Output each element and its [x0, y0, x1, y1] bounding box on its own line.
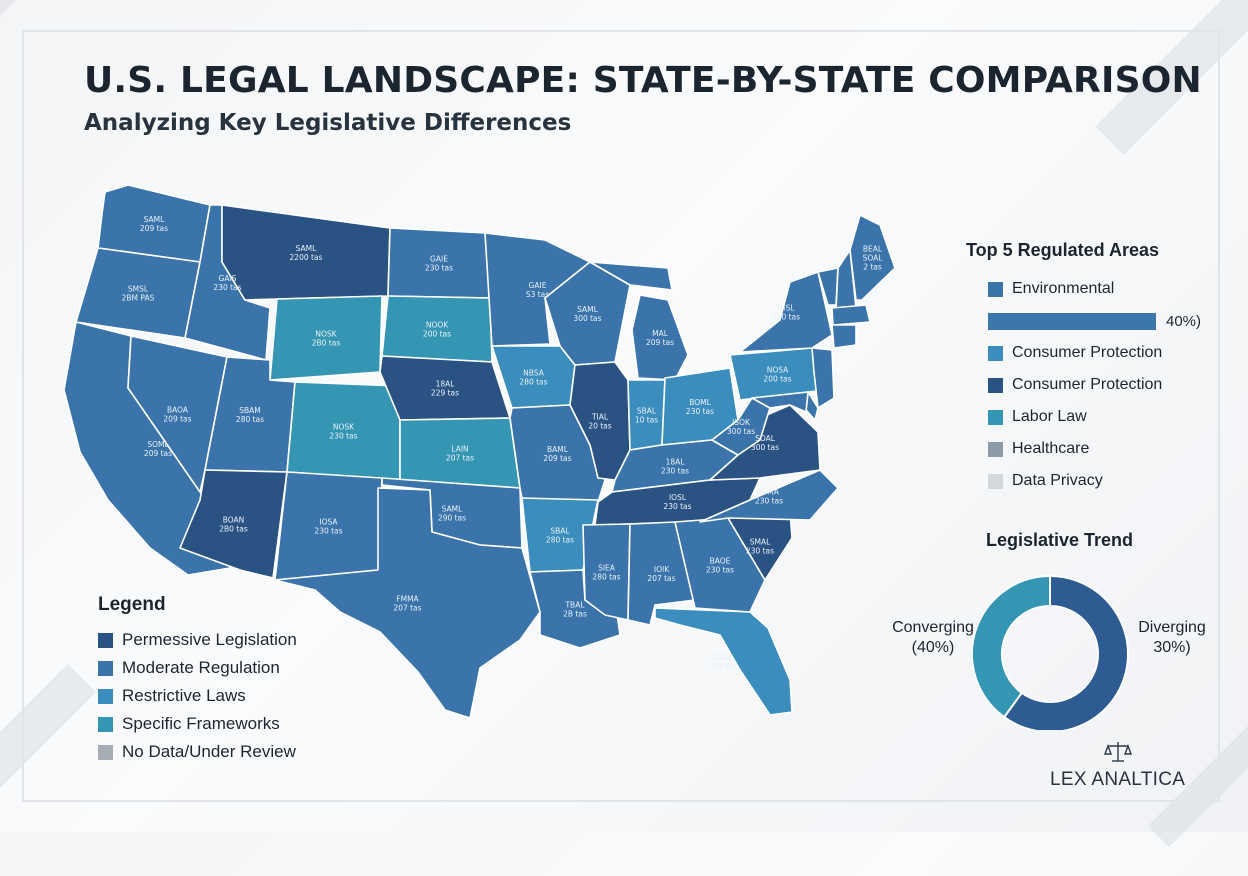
state-in[interactable]: [627, 379, 666, 451]
state-tx[interactable]: [274, 487, 541, 719]
brand-name: LEX ANALTICA: [1050, 769, 1186, 790]
area-swatch: [988, 409, 1003, 425]
trend-donut-chart: [971, 574, 1129, 730]
area-swatch: [988, 281, 1003, 297]
state-ne[interactable]: [379, 355, 511, 421]
state-ct[interactable]: [831, 324, 857, 349]
scales-icon: [1103, 742, 1132, 762]
area-swatch: [988, 441, 1003, 457]
legend-label: No Data/Under Review: [122, 742, 296, 761]
state-nc[interactable]: [699, 469, 839, 523]
state-nd[interactable]: [387, 227, 491, 299]
top-areas-title: Top 5 Regulated Areas: [966, 240, 1160, 260]
area-item: Labor Law: [988, 401, 1216, 433]
legend-swatch: [98, 660, 113, 676]
area-swatch: [988, 345, 1003, 361]
area-bar-row: 40%): [988, 305, 1216, 337]
state-mt[interactable]: [221, 204, 391, 301]
state-ma[interactable]: [831, 304, 871, 326]
converging-label-text: Converging: [892, 619, 974, 636]
legend-swatch: [98, 632, 113, 648]
state-me[interactable]: [849, 214, 896, 301]
area-label: Data Privacy: [1012, 472, 1103, 489]
trend-title: Legislative Trend: [986, 530, 1134, 550]
page-subtitle: Analyzing Key Legislative Differences: [84, 110, 572, 136]
legislative-trend: Legislative Trend Converging (40%) Diver…: [878, 530, 1218, 730]
converging-value: (40%): [911, 639, 955, 656]
legend-swatch: [98, 744, 113, 760]
legend-label: Permessive Legislation: [122, 630, 297, 649]
donut-segment-converging[interactable]: [971, 574, 1051, 719]
state-ms[interactable]: [582, 523, 631, 621]
state-ks[interactable]: [399, 417, 521, 489]
area-item: Consumer Protection: [988, 369, 1216, 401]
legend-item: Specific Frameworks: [98, 710, 297, 738]
legend-label: Moderate Regulation: [122, 658, 280, 677]
area-item: Data Privacy: [988, 465, 1216, 497]
area-label: Consumer Protection: [1012, 376, 1163, 393]
legend-label: Restrictive Laws: [122, 686, 246, 705]
state-ny[interactable]: [739, 271, 833, 353]
area-bar: [988, 312, 1156, 330]
state-co[interactable]: [286, 381, 401, 481]
state-wy[interactable]: [269, 295, 383, 381]
area-label: Labor Law: [1012, 408, 1087, 425]
legend-swatch: [98, 716, 113, 732]
area-item: Healthcare: [988, 433, 1216, 465]
state-or[interactable]: [75, 247, 201, 339]
state-fl[interactable]: [654, 607, 793, 716]
legend-item: No Data/Under Review: [98, 738, 297, 766]
state-nm[interactable]: [274, 471, 383, 581]
state-mi[interactable]: [631, 294, 689, 381]
legend-item: Moderate Regulation: [98, 654, 297, 682]
top-regulated-areas-panel: Top 5 Regulated Areas Environmental 40%)…: [966, 240, 1216, 497]
area-label: Healthcare: [1012, 440, 1090, 457]
legend-item: Restrictive Laws: [98, 682, 297, 710]
legend-title: Legend: [98, 594, 166, 615]
area-item: Consumer Protection: [988, 337, 1216, 369]
diverging-value: 30%): [1153, 639, 1191, 656]
area-label: Consumer Protection: [1012, 344, 1163, 361]
area-item: Environmental: [988, 273, 1216, 305]
state-mi-up[interactable]: [589, 261, 673, 291]
map-legend: Legend Permessive Legislation Moderate R…: [98, 594, 297, 766]
brand-logo: LEX ANALTICA: [1050, 740, 1185, 791]
page-title: U.S. LEGAL LANDSCAPE: STATE-BY-STATE COM…: [84, 60, 1202, 101]
legend-label: Specific Frameworks: [122, 714, 280, 733]
page-frame: [22, 30, 1220, 802]
converging-label: Converging (40%): [878, 618, 988, 658]
legend-item: Permessive Legislation: [98, 626, 297, 654]
donut-segment-diverging[interactable]: [1002, 574, 1129, 730]
state-pa[interactable]: [729, 347, 826, 401]
state-nj[interactable]: [811, 347, 835, 409]
area-label: Environmental: [1012, 280, 1115, 297]
area-bar-value: 40%): [1166, 312, 1202, 330]
legend-swatch: [98, 688, 113, 704]
diverging-label-text: Diverging: [1138, 619, 1206, 636]
diverging-label: Diverging 30%): [1132, 618, 1212, 658]
state-md[interactable]: [751, 391, 809, 413]
state-sd[interactable]: [381, 295, 493, 363]
area-swatch: [988, 377, 1003, 393]
area-swatch: [988, 473, 1003, 489]
